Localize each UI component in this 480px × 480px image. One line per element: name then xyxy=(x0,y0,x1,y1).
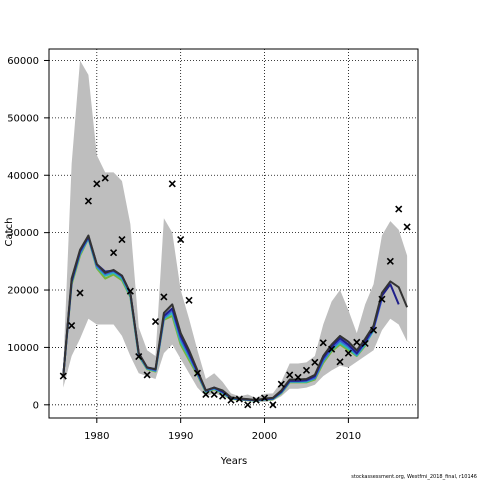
observed-point-2006 xyxy=(311,358,319,366)
observed-point-2017 xyxy=(403,223,411,231)
observed-point-2007 xyxy=(319,339,327,347)
observed-point-2000 xyxy=(260,394,269,402)
observed-point-1990 xyxy=(177,235,185,244)
observed-point-1985 xyxy=(135,353,143,361)
y-tick-label-30000: 30000 xyxy=(7,228,39,239)
observed-point-1991 xyxy=(185,296,193,304)
observed-point-2001 xyxy=(269,401,277,409)
observed-point-2009 xyxy=(336,358,344,366)
series-line-black-line xyxy=(62,234,409,402)
observed-point-1976 xyxy=(59,372,67,380)
observed-point-2011 xyxy=(353,338,361,346)
y-tick-label-0: 0 xyxy=(33,400,39,411)
observed-point-1995 xyxy=(219,392,227,400)
observed-point-1986 xyxy=(143,371,151,379)
x-tick-label-2000: 2000 xyxy=(252,431,277,442)
observed-point-2010 xyxy=(344,349,352,357)
observed-point-1983 xyxy=(118,235,126,244)
x-axis-title: Years xyxy=(220,456,247,467)
plot-frame xyxy=(48,48,419,419)
observed-point-1988 xyxy=(160,293,168,301)
observed-point-1996 xyxy=(227,396,235,404)
observed-point-1978 xyxy=(76,289,84,297)
observed-point-1982 xyxy=(110,249,118,257)
observed-point-1992 xyxy=(193,369,202,377)
observed-point-1980 xyxy=(93,180,101,188)
observed-point-2013 xyxy=(369,326,378,334)
observed-point-2014 xyxy=(378,295,386,303)
observed-point-1977 xyxy=(68,322,76,330)
source-footnote: stockassessment.org, Westfmi_2018_final,… xyxy=(351,474,477,480)
observed-point-1997 xyxy=(235,395,243,403)
y-axis-title: Catch xyxy=(4,218,15,247)
observed-point-2003 xyxy=(286,371,294,379)
y-tick-label-20000: 20000 xyxy=(7,286,39,297)
observed-point-1999 xyxy=(252,396,260,404)
observed-point-2004 xyxy=(294,373,302,381)
observed-point-1981 xyxy=(101,174,109,182)
y-tick-label-10000: 10000 xyxy=(7,343,39,354)
observed-point-1998 xyxy=(244,401,252,409)
observed-point-1987 xyxy=(151,318,160,326)
fitted-lines xyxy=(62,234,409,402)
observed-point-1993 xyxy=(202,390,210,399)
observed-catch-markers xyxy=(59,174,411,409)
observed-point-2016 xyxy=(395,205,403,213)
y-axis-ticks: 0 10000 20000 30000 40000 50000 60000 xyxy=(7,56,49,411)
x-axis-ticks: 1980 1990 2000 2010 xyxy=(84,418,361,442)
observed-point-1984 xyxy=(126,287,134,295)
observed-point-2012 xyxy=(361,339,369,347)
observed-point-2008 xyxy=(328,345,336,353)
observed-point-1989 xyxy=(168,180,176,188)
x-tick-label-2010: 2010 xyxy=(336,431,361,442)
observed-point-1994 xyxy=(210,390,218,399)
x-tick-label-1990: 1990 xyxy=(168,431,193,442)
observed-point-2015 xyxy=(386,257,394,265)
x-tick-label-1980: 1980 xyxy=(84,431,109,442)
y-tick-label-40000: 40000 xyxy=(7,171,39,182)
observed-point-1979 xyxy=(84,197,92,205)
observed-point-2005 xyxy=(302,366,311,374)
y-tick-label-60000: 60000 xyxy=(7,56,39,67)
observed-point-2002 xyxy=(277,380,285,388)
y-tick-label-50000: 50000 xyxy=(7,113,39,124)
